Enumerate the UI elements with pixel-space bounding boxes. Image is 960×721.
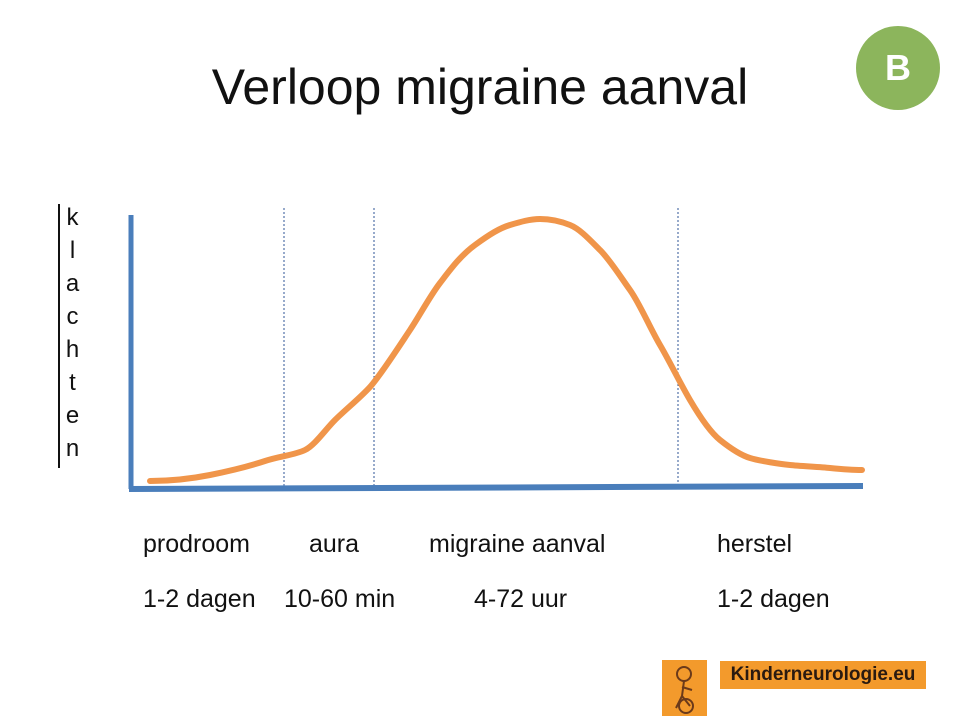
title: Verloop migraine aanval — [211, 59, 749, 115]
phase-duration: 10-60 min — [284, 585, 396, 613]
y-axis-label: klachten — [59, 204, 86, 468]
logo-head — [676, 666, 692, 682]
logo-body — [675, 680, 693, 709]
x-axis — [128, 483, 864, 492]
phase-name: herstel — [717, 530, 793, 558]
phase-dividers — [283, 208, 679, 488]
logo-wheel — [678, 698, 694, 714]
phase-name: prodroom — [143, 530, 250, 558]
badge: B — [856, 26, 940, 110]
phase-duration: 1-2 dagen — [143, 585, 256, 613]
phase-name: migraine aanval — [429, 530, 606, 558]
phase-duration: 1-2 dagen — [717, 585, 830, 613]
symptom-curve — [147, 216, 865, 484]
phase-name: aura — [309, 530, 360, 558]
logo-icon — [662, 660, 707, 716]
logo-figure — [675, 666, 694, 714]
phase-duration: 4-72 uur — [474, 585, 568, 613]
logo-text: Kinderneurologie.eu — [720, 661, 926, 689]
